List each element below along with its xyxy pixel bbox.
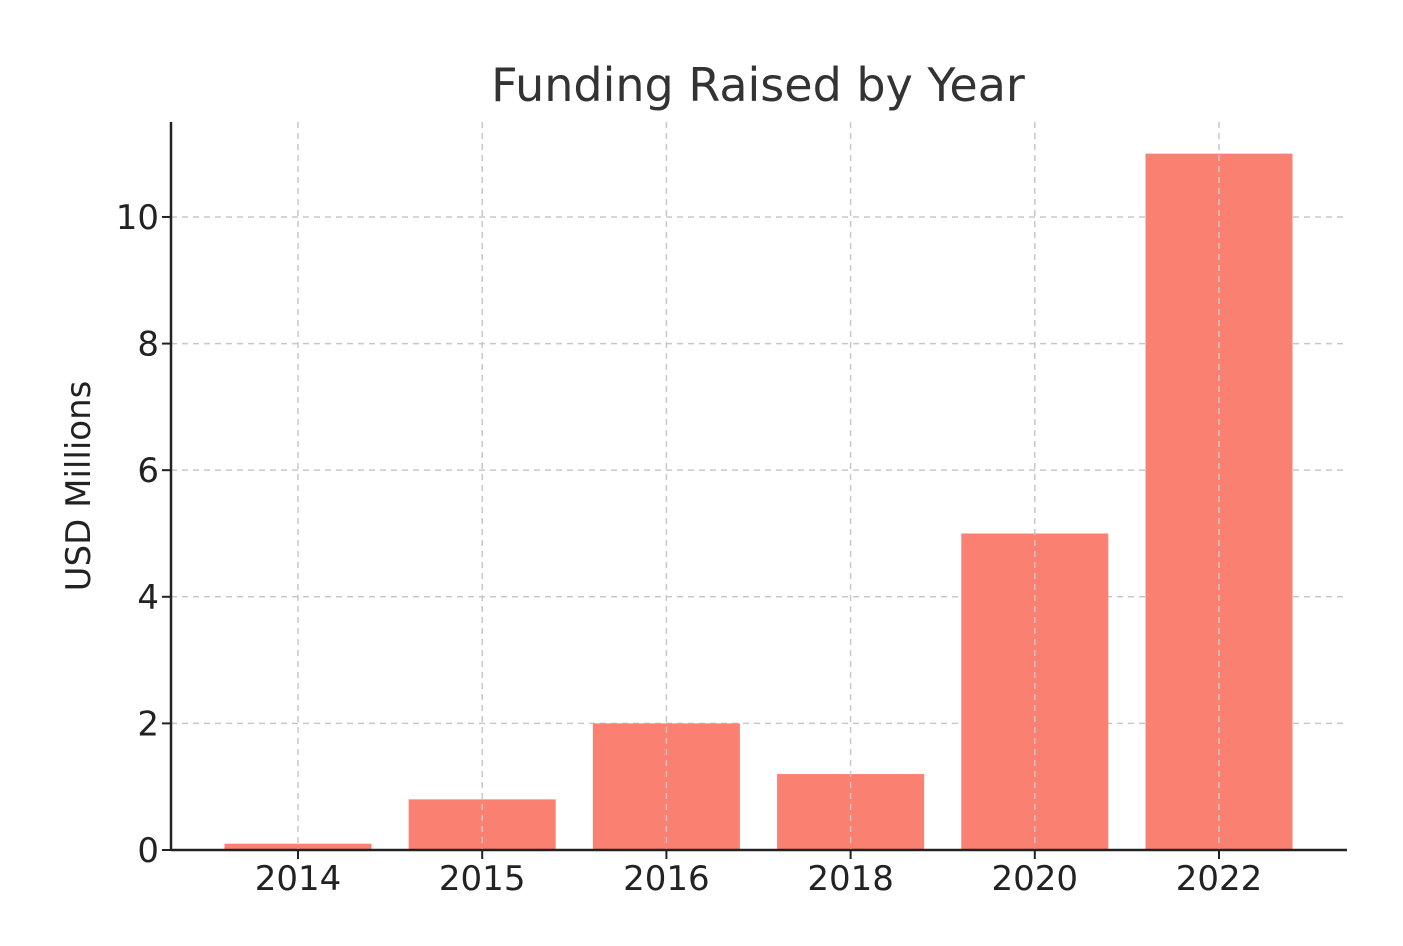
bar [961, 533, 1109, 850]
y-tick-label: 4 [137, 578, 159, 618]
x-grid [297, 122, 1220, 850]
x-tick-label: 2014 [255, 859, 342, 899]
x-tick-label: 2020 [992, 859, 1079, 899]
x-tick-label: 2022 [1176, 859, 1263, 899]
y-tick-label: 2 [137, 704, 159, 744]
x-tick-label: 2016 [623, 859, 710, 899]
y-ticks: 0 2 4 6 8 10 [116, 198, 171, 871]
bars [224, 153, 1293, 851]
y-tick-label: 0 [137, 831, 159, 871]
x-tick-label: 2018 [807, 859, 894, 899]
x-tick-label: 2015 [439, 859, 526, 899]
x-ticks: 2014 2015 2016 2018 2020 2022 [255, 850, 1263, 899]
y-axis-label: USD Millions [59, 381, 99, 592]
chart-title: Funding Raised by Year [491, 58, 1025, 112]
y-tick-label: 6 [137, 451, 159, 491]
y-tick-label: 8 [137, 325, 159, 365]
y-tick-label: 10 [116, 198, 159, 238]
axes [169, 122, 1347, 852]
bar [224, 843, 372, 850]
